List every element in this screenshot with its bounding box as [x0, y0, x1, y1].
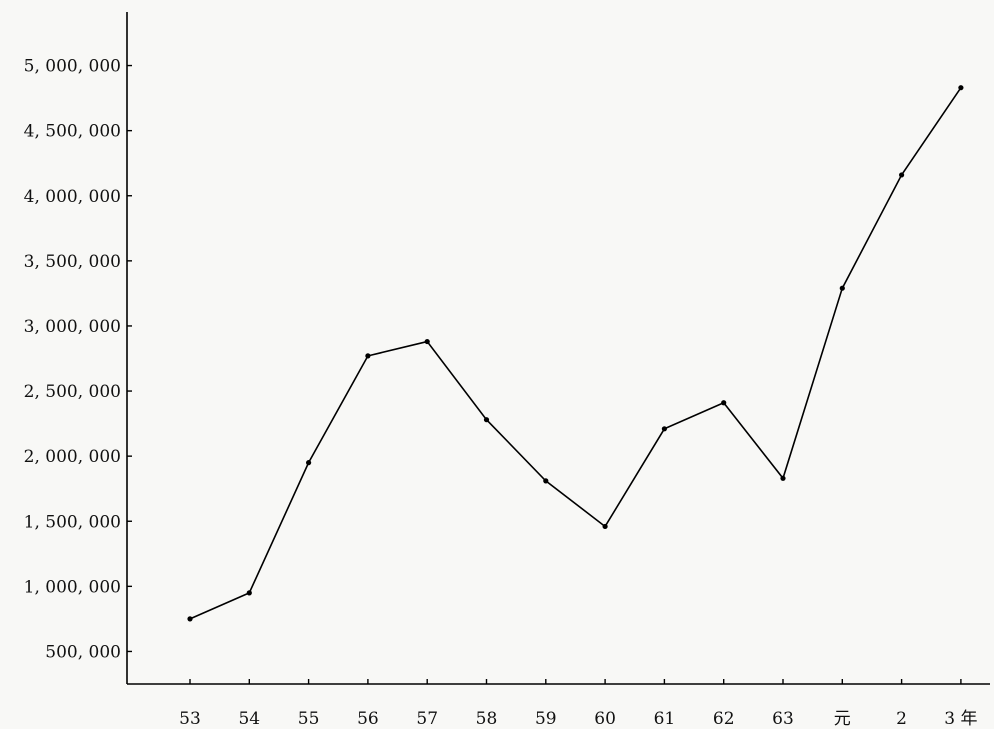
x-tick-label: 2 [896, 709, 907, 729]
x-tick-label: 55 [298, 709, 320, 729]
data-point [424, 338, 430, 345]
data-point [721, 400, 727, 406]
x-tick-label: 59 [535, 709, 557, 729]
y-tick-label: 5, 000, 000 [24, 57, 121, 77]
x-tick-label: 61 [654, 709, 676, 729]
y-tick-label: 4, 000, 000 [24, 187, 121, 207]
data-point [306, 460, 312, 466]
y-tick-label: 1, 000, 000 [24, 577, 121, 597]
series-layer [187, 85, 964, 622]
x-axis: 53 54 55 56 57 58 59 60 61 62 63 元 2 3 年 [127, 679, 990, 729]
data-point [602, 523, 608, 530]
data-point [780, 475, 786, 481]
y-tick-label: 3, 500, 000 [24, 252, 121, 272]
x-tick-label: 57 [416, 709, 438, 729]
data-point [246, 590, 252, 596]
data-point [661, 426, 668, 432]
x-tick-label: 3 年 [944, 709, 977, 729]
y-tick-label: 1, 500, 000 [24, 512, 121, 532]
x-tick-label: 54 [238, 709, 260, 729]
y-tick-label: 2, 500, 000 [24, 382, 121, 402]
x-tick-label: 58 [476, 709, 498, 729]
y-tick-label: 500, 000 [45, 642, 121, 662]
series-line [189, 87, 962, 620]
x-tick-label: 63 [772, 709, 794, 729]
y-tick-label: 2, 000, 000 [24, 447, 121, 467]
y-tick-label: 4, 500, 000 [24, 122, 121, 142]
y-tick-label: 3, 000, 000 [24, 317, 121, 337]
data-point [899, 172, 905, 178]
data-point [483, 417, 490, 423]
data-point [365, 353, 371, 359]
y-axis: 500, 000 1, 000, 000 1, 500, 000 2, 000, 00… [24, 12, 132, 684]
data-point [543, 478, 549, 484]
x-tick-label: 53 [179, 709, 201, 729]
data-point [839, 285, 845, 291]
data-point [958, 85, 964, 91]
x-tick-label: 62 [713, 709, 735, 729]
x-tick-label: 元 [834, 709, 851, 729]
x-tick-label: 60 [594, 709, 616, 729]
data-point [187, 616, 193, 622]
x-tick-label: 56 [357, 709, 379, 729]
